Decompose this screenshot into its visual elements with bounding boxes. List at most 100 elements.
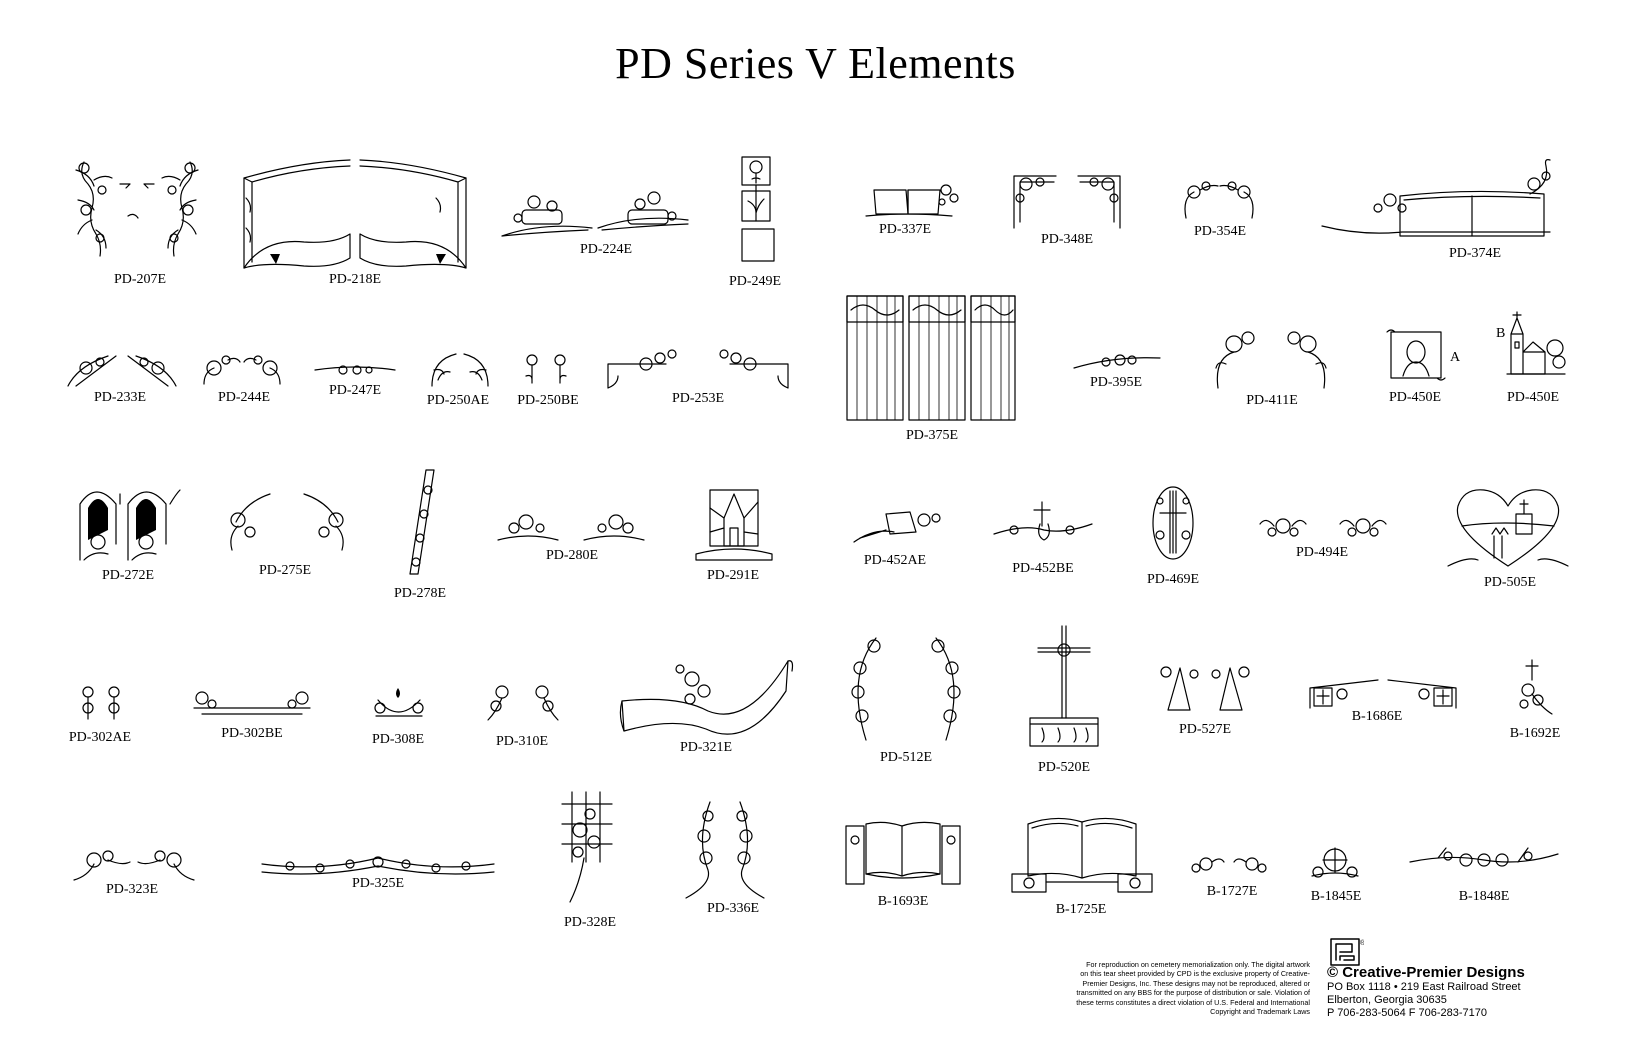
notice-line: Premier Designs, Inc. These designs may … <box>1082 978 1310 988</box>
floral-corner-pair-art <box>73 850 195 881</box>
company-name: © Creative-Premier Designs <box>1327 964 1525 981</box>
scroll-frame-pair-art <box>243 159 467 269</box>
element-label: PD-411E <box>1246 393 1298 408</box>
notice-line: on this tear sheet provided by CPD is th… <box>1080 969 1310 979</box>
notice-line: Copyright and Trademark Laws <box>1210 1007 1310 1017</box>
cross-praying-hands-spray-art <box>993 501 1093 541</box>
dogwood-corner-pair-art <box>203 355 281 385</box>
rose-corner-pair-art <box>67 355 177 387</box>
small-flower-pair-art <box>525 354 567 384</box>
floral-base-rail-art <box>193 691 311 715</box>
large-open-book-art <box>1011 817 1153 893</box>
element-label: PD-452BE <box>1012 561 1074 576</box>
notice-line: these terms constitutes a direct violati… <box>1076 997 1310 1007</box>
element-label: PD-354E <box>1193 224 1247 239</box>
floral-corner-pair-art <box>487 685 559 721</box>
jesus-portrait-scroll-art <box>1386 329 1446 381</box>
element-label: PD-323E <box>105 882 159 897</box>
floral-corner-pair-art <box>1013 175 1121 229</box>
floral-corner-pair-art <box>1215 331 1327 389</box>
element-label: B-1693E <box>877 894 929 909</box>
element-label: B-1848E <box>1458 889 1510 904</box>
element-label: PD-308E <box>371 732 425 747</box>
long-floral-border-art <box>261 856 495 875</box>
element-label: PD-527E <box>1178 722 1232 737</box>
floral-ribbon-banner-art <box>619 660 794 735</box>
element-label: B-1686E <box>1351 709 1403 724</box>
floral-spray-art <box>314 365 396 375</box>
church-steeple-art <box>1506 311 1566 375</box>
element-label: B-1692E <box>1509 726 1561 741</box>
floral-banner-pair-art <box>501 191 689 237</box>
vertical-floral-border-art <box>409 469 435 575</box>
element-label: PD-253E <box>671 391 725 406</box>
open-book-roses-art <box>865 184 959 217</box>
rose-spray-pair-art <box>497 514 645 541</box>
variant-tag-b: B <box>1496 326 1506 341</box>
element-label: PD-250AE <box>426 393 490 408</box>
element-label: PD-512E <box>879 750 933 765</box>
element-label: PD-375E <box>905 428 959 443</box>
trellis-roses-art <box>561 791 613 903</box>
element-label: PD-450E <box>1388 390 1442 405</box>
element-label: PD-337E <box>878 222 932 237</box>
company-phone: P 706-283-5064 F 706-283-7170 <box>1327 1007 1488 1019</box>
floral-bracket-pair-art <box>607 349 789 389</box>
element-label: B-1725E <box>1055 902 1107 917</box>
element-label: PD-395E <box>1089 375 1143 390</box>
company-address: PO Box 1118 • 219 East Railroad Street <box>1327 981 1521 993</box>
element-label: B-1845E <box>1310 889 1362 904</box>
company-info: © Creative-Premier Designs PO Box 1118 •… <box>1327 964 1525 1020</box>
element-label: PD-374E <box>1448 246 1502 261</box>
small-rose-pair-art <box>1191 857 1267 873</box>
element-label: PD-291E <box>706 568 760 583</box>
element-label: PD-218E <box>328 272 382 287</box>
copyright-notice: For reproduction on cemetery memorializa… <box>1010 960 1310 1016</box>
element-label: PD-505E <box>1483 575 1537 590</box>
cross-floral-corner-pair-art <box>1309 679 1457 709</box>
element-label: PD-348E <box>1040 232 1094 247</box>
cross-rose-spray-art <box>1519 659 1553 715</box>
open-book-with-panels-art <box>845 821 961 885</box>
notice-line: For reproduction on cemetery memorializa… <box>1086 960 1310 969</box>
bible-with-roses-art <box>853 511 941 543</box>
notice-line: transmitted on any BBS for the purpose o… <box>1076 988 1310 998</box>
leaf-corner-pair-art <box>431 353 489 387</box>
variant-tag-a: A <box>1450 350 1461 365</box>
element-label: PD-321E <box>679 740 733 755</box>
element-label: PD-302BE <box>221 726 283 741</box>
gothic-window-pair-art <box>79 489 181 561</box>
element-label: PD-247E <box>328 383 382 398</box>
company-city: Elberton, Georgia 30635 <box>1327 994 1447 1006</box>
element-label: PD-450E <box>1506 390 1560 405</box>
element-label: PD-280E <box>545 548 599 563</box>
element-label: PD-469E <box>1146 572 1200 587</box>
floral-vine-pair-art <box>230 493 344 551</box>
stained-glass-church-art <box>695 489 773 561</box>
page-title: PD Series V Elements <box>615 39 1016 88</box>
cross-floral-oval-art <box>1152 486 1194 560</box>
open-book-floral-scroll-art <box>1321 159 1551 237</box>
element-label: PD-250BE <box>517 393 579 408</box>
floral-arch-pair-art <box>851 637 961 741</box>
element-label: PD-325E <box>351 876 405 891</box>
dogwood-branch-art <box>1409 847 1559 867</box>
element-label: PD-278E <box>393 586 447 601</box>
fluted-panel-triple-art <box>846 295 1016 421</box>
rose-panel-column-art <box>741 156 775 262</box>
rose-cluster-pair-art <box>1259 518 1387 537</box>
cross-on-pedestal-art <box>1029 625 1099 747</box>
heart-church-couple-art <box>1447 489 1569 567</box>
element-label: PD-310E <box>495 734 549 749</box>
company-logo-icon: ® <box>1330 938 1364 966</box>
element-label: PD-452AE <box>863 553 927 568</box>
curving-floral-vine-pair-art <box>685 801 765 899</box>
small-floral-corner-pair-art <box>1184 181 1254 219</box>
element-label: PD-224E <box>579 242 633 257</box>
element-label: PD-494E <box>1295 545 1349 560</box>
element-label: PD-207E <box>113 272 167 287</box>
celtic-cross-floral-art <box>1311 847 1359 878</box>
element-label: PD-328E <box>563 915 617 930</box>
floral-urn-art <box>374 688 424 717</box>
element-label: PD-233E <box>93 390 147 405</box>
